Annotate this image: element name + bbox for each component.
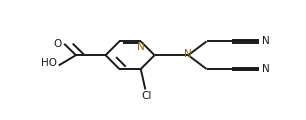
Text: N: N	[184, 49, 192, 59]
Text: N: N	[262, 36, 269, 46]
Text: HO: HO	[41, 58, 57, 68]
Text: N: N	[137, 42, 145, 52]
Text: N: N	[262, 64, 269, 74]
Text: O: O	[53, 39, 61, 49]
Text: Cl: Cl	[142, 91, 152, 101]
